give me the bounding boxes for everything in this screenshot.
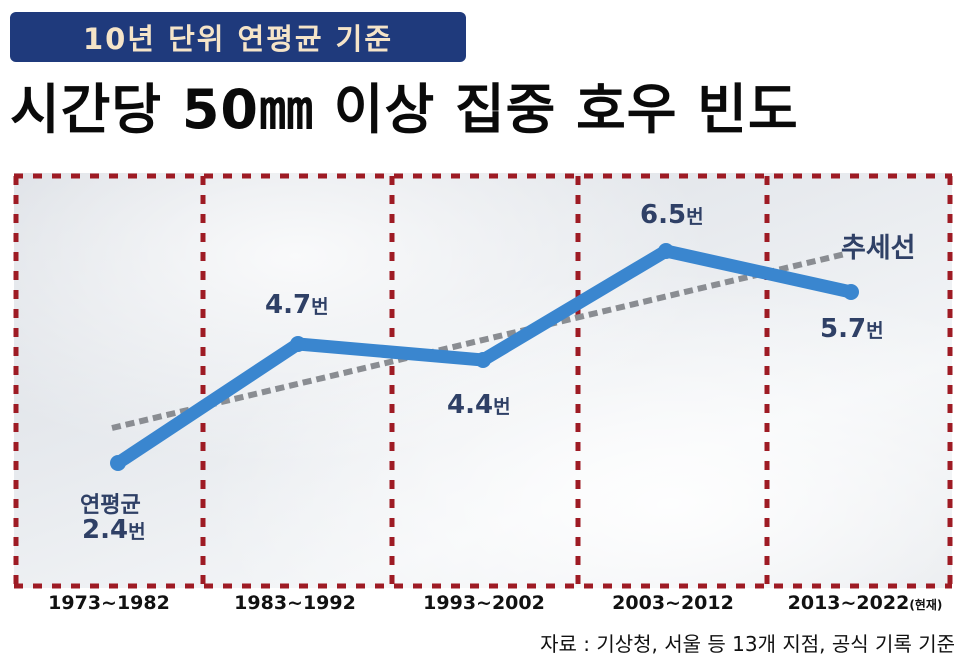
subtitle-badge: 10년 단위 연평균 기준	[10, 12, 466, 62]
data-label-4: 5.7번	[820, 314, 884, 344]
data-points	[110, 243, 859, 471]
subtitle-text: 10년 단위 연평균 기준	[82, 22, 394, 56]
x-tick-0: 1973~1982	[48, 592, 170, 614]
panel-dividers	[13, 173, 953, 589]
data-label-2: 4.4번	[447, 390, 511, 420]
x-tick-1: 1983~1992	[234, 592, 356, 614]
data-label-prefix: 연평균	[80, 493, 141, 518]
x-tick-3: 2003~2012	[612, 592, 734, 614]
data-label-1: 4.7번	[265, 290, 329, 320]
x-tick-2: 1993~2002	[423, 592, 545, 614]
data-label-0: 2.4번	[82, 515, 146, 545]
trend-line-label: 추세선	[841, 233, 916, 264]
data-label-3: 6.5번	[640, 200, 704, 230]
source-note: 자료 : 기상청, 서울 등 13개 지점, 공식 기록 기준	[540, 632, 955, 656]
plot-area	[14, 173, 952, 588]
chart-title: 시간당 50㎜ 이상 집중 호우 빈도	[10, 78, 799, 141]
x-tick-4: 2013~2022(현재)	[787, 592, 943, 614]
